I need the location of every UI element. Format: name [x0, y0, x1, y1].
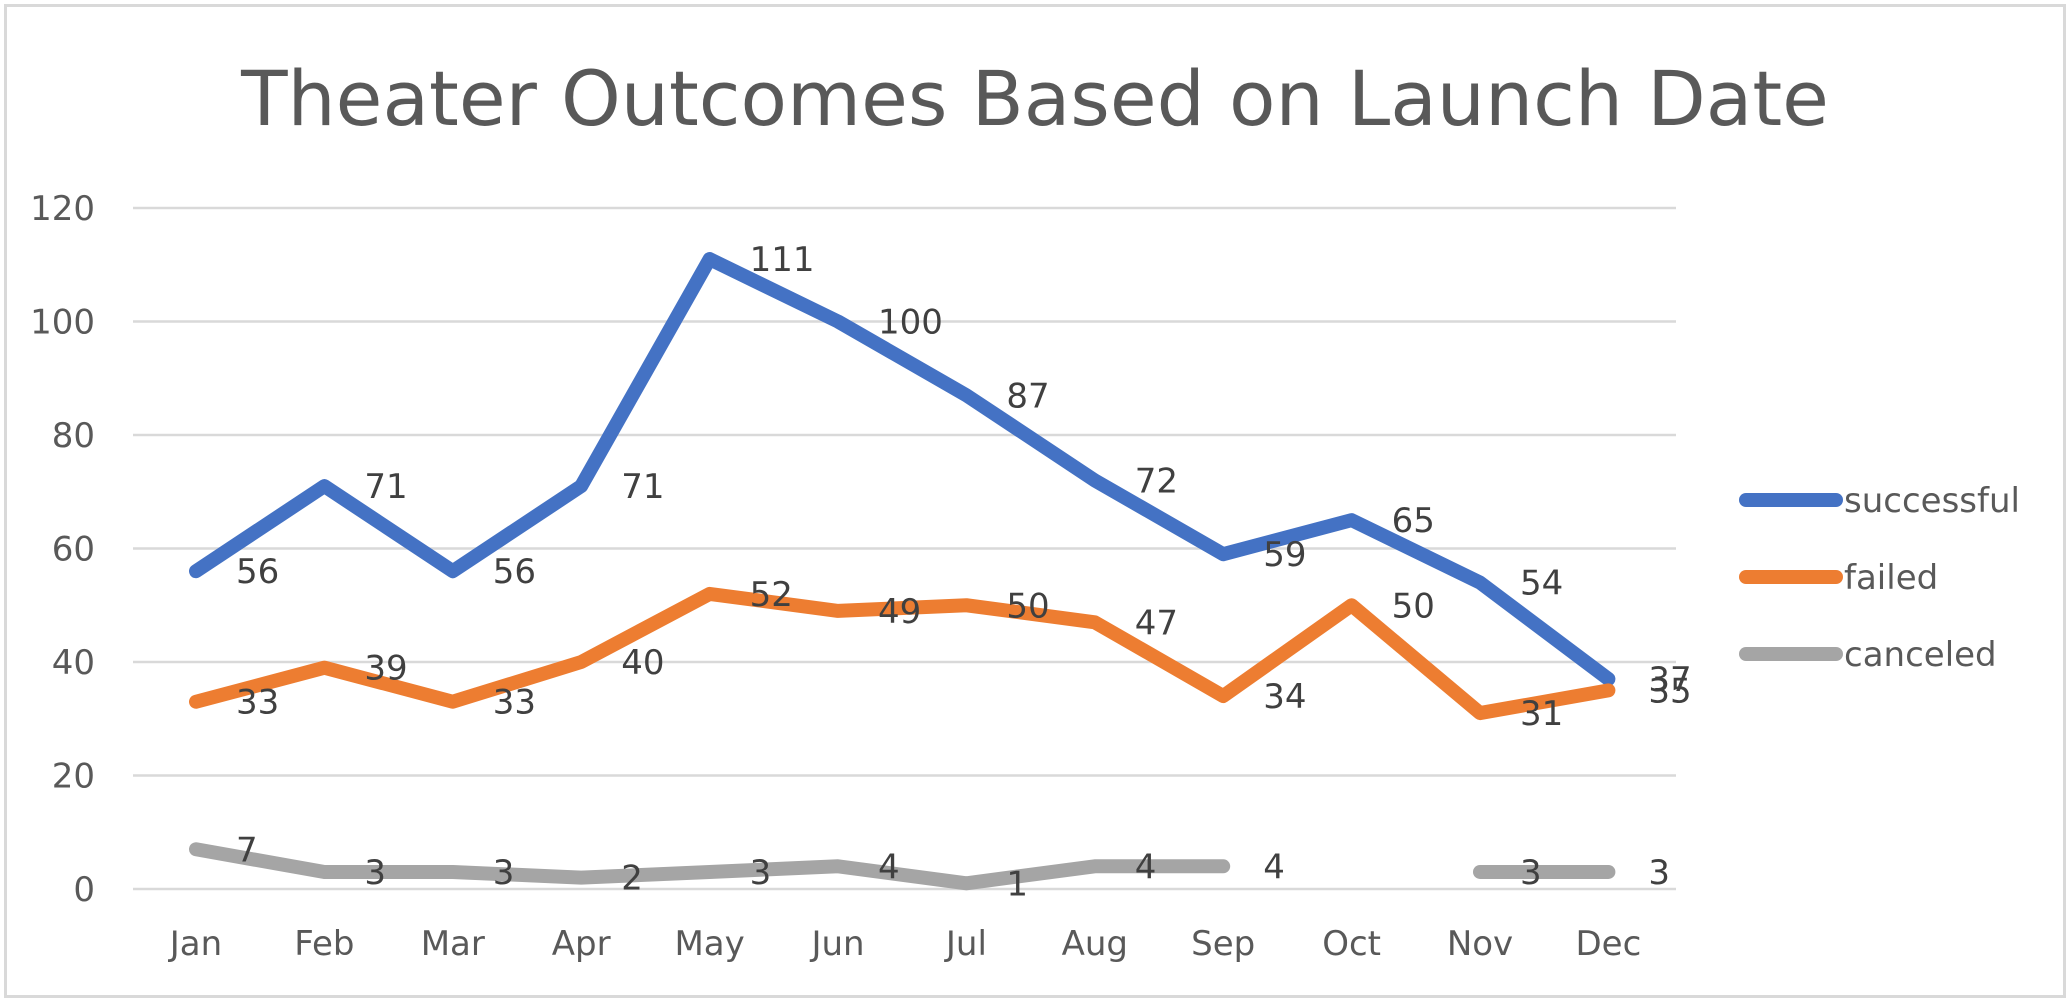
x-axis-ticks: Jan Feb Mar Apr May Jun Jul Aug Sep Oct Nov Dec: [168, 924, 1642, 964]
x-tick-label: Sep: [1191, 924, 1255, 964]
data-label-successful: 65: [1392, 501, 1435, 541]
data-label-canceled: 3: [750, 853, 772, 893]
y-tick-label: 20: [52, 757, 95, 797]
data-label-successful: 54: [1520, 564, 1563, 604]
data-label-failed: 33: [493, 683, 536, 723]
data-label-failed: 40: [621, 643, 664, 683]
x-tick-label: Jun: [809, 924, 864, 964]
data-label-successful: 72: [1135, 461, 1178, 501]
legend: successful failed canceled: [1739, 481, 2020, 675]
data-label-successful: 56: [493, 552, 536, 592]
series-line-canceled: [189, 842, 1231, 891]
y-tick-label: 80: [52, 416, 95, 456]
data-label-failed: 34: [1263, 677, 1306, 717]
data-label-canceled: 3: [364, 853, 386, 893]
data-label-successful: 87: [1006, 376, 1049, 416]
data-label-canceled: 4: [878, 847, 900, 887]
data-label-successful: 100: [878, 303, 943, 343]
x-tick-label: May: [674, 924, 744, 964]
data-label-failed: 49: [878, 592, 921, 632]
data-label-failed: 47: [1135, 603, 1178, 643]
y-tick-label: 40: [52, 643, 95, 683]
y-tick-label: 0: [73, 870, 95, 910]
data-label-canceled: 4: [1135, 847, 1157, 887]
x-tick-label: Mar: [421, 924, 485, 964]
x-tick-label: Aug: [1062, 924, 1128, 964]
x-tick-label: Apr: [552, 924, 611, 964]
y-tick-label: 100: [30, 303, 95, 343]
data-label-successful: 59: [1263, 535, 1306, 575]
data-label-successful: 56: [236, 552, 279, 592]
series-lines: [189, 252, 1616, 891]
data-label-successful: 37: [1648, 660, 1691, 700]
data-label-canceled: 3: [1520, 853, 1542, 893]
legend-label-successful: successful: [1844, 481, 2020, 521]
data-label-failed: 35: [1648, 671, 1691, 711]
data-label-successful: 71: [364, 467, 407, 507]
data-label-canceled: 7: [236, 830, 258, 870]
x-tick-label: Jul: [944, 924, 987, 964]
chart-title: Theater Outcomes Based on Launch Date: [240, 54, 1829, 143]
data-label-canceled: 4: [1263, 847, 1285, 887]
series-line-failed: [189, 586, 1616, 721]
data-label-successful: 111: [750, 240, 815, 280]
data-label-failed: 52: [750, 575, 793, 615]
data-label-canceled: 2: [621, 859, 643, 899]
data-label-failed: 50: [1392, 586, 1435, 626]
data-label-canceled: 3: [493, 853, 515, 893]
y-tick-label: 60: [52, 530, 95, 570]
data-label-failed: 33: [236, 683, 279, 723]
y-axis-ticks: 0 20 40 60 80 100 120: [30, 189, 95, 910]
x-tick-label: Feb: [294, 924, 354, 964]
x-tick-label: Dec: [1576, 924, 1642, 964]
x-tick-label: Nov: [1447, 924, 1513, 964]
data-label-failed: 50: [1006, 586, 1049, 626]
gridlines: [133, 206, 1676, 891]
data-label-failed: 39: [364, 649, 407, 689]
data-label-canceled: 1: [1006, 864, 1028, 904]
x-tick-label: Jan: [168, 924, 222, 964]
data-label-failed: 31: [1520, 694, 1563, 734]
x-tick-label: Oct: [1322, 924, 1381, 964]
legend-label-failed: failed: [1844, 558, 1938, 598]
y-tick-label: 120: [30, 189, 95, 229]
legend-label-canceled: canceled: [1844, 635, 1997, 675]
data-label-successful: 71: [621, 467, 664, 507]
series-line-successful: [189, 252, 1616, 687]
data-label-canceled: 3: [1648, 853, 1670, 893]
